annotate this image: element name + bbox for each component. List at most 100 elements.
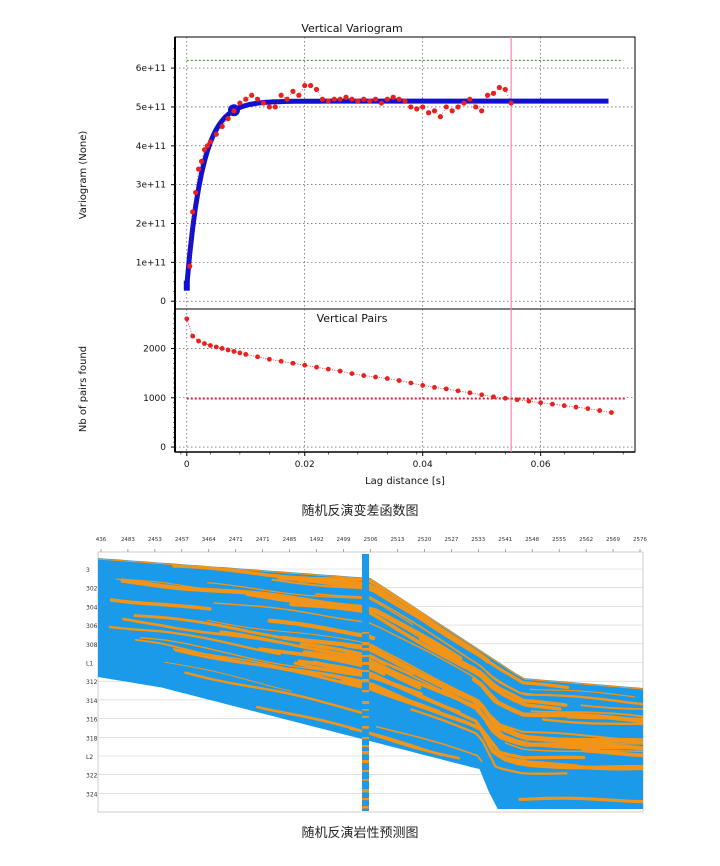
trace-label: 2513: [390, 537, 404, 543]
variogram-point: [319, 96, 326, 102]
variogram-point: [213, 131, 219, 137]
pairs-point: [479, 392, 485, 398]
pairs-point: [237, 350, 243, 356]
orange-streak: [207, 582, 413, 626]
depth-label: 302: [86, 586, 98, 593]
pairs-point: [432, 385, 437, 390]
pairs-point: [573, 404, 579, 410]
pairs-point: [225, 347, 231, 353]
variogram-y-tick-label: 1e+11: [136, 258, 166, 268]
variogram-point: [378, 100, 385, 106]
trace-label: 2548: [525, 537, 539, 543]
orange-streak: [245, 592, 339, 607]
pairs-point: [207, 343, 213, 348]
variogram-point: [384, 96, 390, 102]
pairs-point: [349, 371, 355, 376]
figure1-caption: 随机反演变差函数图: [301, 504, 419, 519]
trace-label: 1492: [310, 537, 324, 543]
depth-label: 316: [86, 717, 98, 724]
pairs-point: [337, 368, 343, 374]
variogram-point: [372, 96, 379, 102]
variogram-point: [302, 82, 308, 89]
variogram-point: [496, 84, 502, 91]
figure2-caption: 随机反演岩性预测图: [301, 826, 419, 841]
section-labels: 3 302 304 306 308 L1 312 314 316 318 L2 322 324 436 24…: [86, 537, 647, 798]
trace-label: 2562: [579, 537, 593, 543]
pairs-point: [325, 366, 331, 372]
variogram-point: [414, 106, 420, 112]
pairs-point: [408, 380, 414, 386]
variogram-point: [278, 92, 284, 98]
pairs-point: [526, 398, 532, 404]
variogram-point: [449, 108, 455, 114]
variogram-y-tick-label: 0: [160, 297, 166, 307]
pairs-frame: [174, 308, 636, 453]
variogram-experimental-line: [189, 85, 512, 267]
orange-streak: [410, 708, 568, 775]
trace-label: 2541: [498, 537, 512, 543]
pairs-point: [396, 378, 402, 383]
orange-streak: [580, 704, 643, 710]
pairs-point: [443, 386, 449, 392]
variogram-figure: Vertical Variogram Vertical Pairs Variog…: [78, 22, 636, 487]
depth-label: 322: [86, 773, 98, 780]
orange-streaks: [98, 558, 643, 804]
variogram-point: [296, 92, 302, 98]
section-body: [98, 554, 643, 811]
pairs-point: [373, 374, 378, 380]
trace-label: 2457: [175, 537, 189, 543]
variogram-point: [337, 96, 343, 102]
trace-label: 2471: [256, 537, 270, 543]
well-column-band: [362, 737, 369, 740]
orange-streak: [108, 625, 281, 656]
lithology-section: 3 302 304 306 308 L1 312 314 316 318 L2 322 324 436 24…: [86, 537, 647, 813]
well-column-band: [362, 709, 369, 711]
trace-label: 2527: [444, 537, 458, 543]
variogram-point: [201, 147, 208, 153]
variogram-point: [343, 94, 349, 100]
orange-streak: [219, 630, 414, 677]
variogram-point: [231, 108, 237, 114]
trace-label: 2499: [337, 537, 351, 543]
pairs-point: [361, 373, 367, 378]
depth-label: 3: [86, 567, 90, 574]
variogram-point: [455, 104, 461, 110]
trace-label: 2483: [121, 537, 135, 543]
pairs-point: [514, 397, 520, 403]
variogram-model-curve: [184, 98, 609, 286]
well-column-band: [362, 716, 369, 718]
well-column-band: [362, 751, 369, 755]
variogram-point: [198, 158, 205, 164]
variogram-y-tick-label: 3e+11: [136, 181, 166, 191]
pairs-y-tick-label: 1000: [143, 394, 166, 404]
variogram-point: [461, 100, 467, 106]
x-tick-label: 0.02: [295, 460, 315, 470]
orange-streak: [288, 667, 579, 768]
pairs-point: [585, 406, 591, 412]
pairs-point: [213, 344, 219, 350]
pairs-point: [231, 349, 237, 354]
trace-label: 2471: [229, 537, 243, 543]
orange-streak: [542, 718, 643, 726]
trace-label: 2576: [633, 537, 647, 543]
orange-streak: [164, 661, 293, 692]
variogram-y-tick-label: 6e+11: [136, 64, 166, 74]
well-column-band: [362, 701, 369, 705]
well-column-band: [362, 779, 369, 781]
orange-streak: [368, 650, 643, 745]
orange-streak: [109, 598, 212, 611]
variogram-point: [249, 92, 255, 98]
orange-streak: [139, 637, 333, 673]
variogram-point: [502, 86, 508, 93]
variogram-point: [325, 98, 331, 104]
variogram-point: [408, 104, 414, 110]
well-column-band: [362, 760, 369, 764]
well-column-band: [362, 632, 369, 634]
well-column-band: [362, 798, 369, 801]
variogram-point: [237, 100, 243, 106]
pairs-point: [266, 356, 272, 362]
pairs-point: [202, 341, 207, 346]
variogram-point: [219, 123, 225, 129]
variogram-point: [308, 82, 314, 89]
pairs-point: [550, 401, 555, 407]
